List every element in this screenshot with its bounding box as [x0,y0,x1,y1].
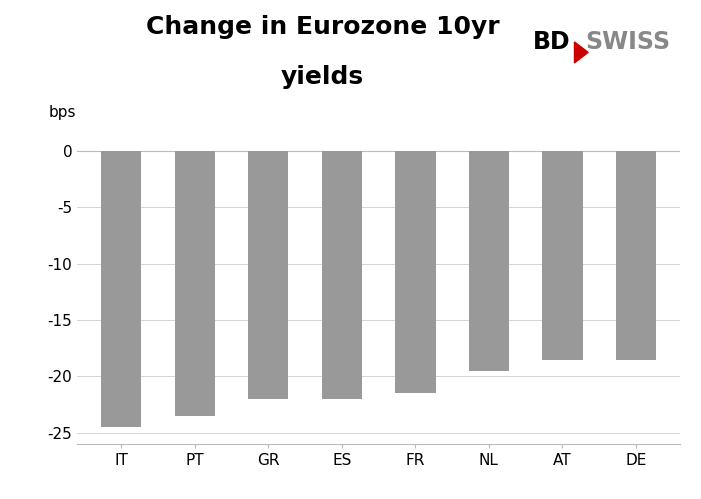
Text: yields: yields [281,65,364,89]
Bar [542,151,583,360]
Bar [395,151,435,393]
Bar [248,151,289,399]
Text: bps: bps [49,105,76,120]
Text: Change in Eurozone 10yr: Change in Eurozone 10yr [146,15,499,39]
Bar [468,151,509,371]
Bar [322,151,362,399]
Text: SWISS: SWISS [585,30,670,54]
Bar [175,151,215,416]
Bar [101,151,142,427]
Text: BD: BD [533,30,571,54]
Bar [615,151,656,360]
